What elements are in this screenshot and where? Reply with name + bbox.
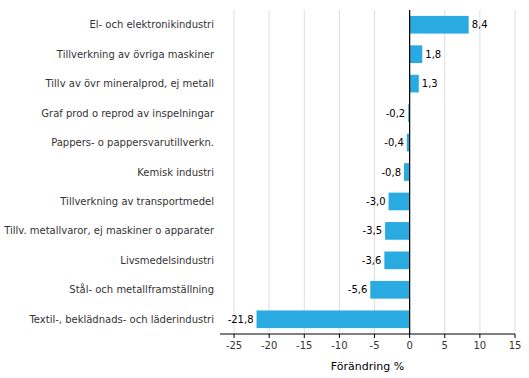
- tick-mark: [409, 334, 410, 338]
- tick-mark: [339, 334, 340, 338]
- category-label: Livsmedelsindustri: [120, 255, 214, 266]
- data-label: 1,3: [422, 78, 438, 89]
- tick-label: -10: [331, 340, 347, 351]
- grid-line: [269, 10, 270, 334]
- data-label: -5,6: [348, 284, 368, 295]
- category-label: Textil-, beklädnads- och läderindustri: [28, 314, 214, 325]
- bar: [370, 281, 409, 299]
- bar: [410, 75, 419, 93]
- tick-label: -20: [261, 340, 277, 351]
- tick-mark: [515, 334, 516, 338]
- bars: [257, 16, 469, 328]
- category-label: Stål- och metallframställning: [69, 283, 214, 295]
- grid-line: [409, 10, 410, 334]
- tick-label: 5: [442, 340, 448, 351]
- category-label: Tillverkning av övriga maskiner: [56, 49, 215, 60]
- bar: [410, 16, 469, 34]
- category-label: Kemisk industri: [137, 167, 214, 178]
- data-label: -0,4: [384, 137, 404, 148]
- grid-line: [444, 10, 445, 334]
- tick-label: 10: [474, 340, 487, 351]
- tick-label: -5: [370, 340, 380, 351]
- x-ticks: -25 -20 -15 -10 -5 0 5 10 15: [226, 334, 521, 351]
- bar: [410, 45, 423, 63]
- category-label: Tillv av övr mineralprod, ej metall: [45, 78, 214, 89]
- bar: [404, 163, 410, 181]
- grid-line: [339, 10, 340, 334]
- category-label: Pappers- o pappersvarutillverkn.: [51, 137, 214, 148]
- tick-label: 0: [406, 340, 412, 351]
- grid-line: [234, 10, 235, 334]
- tick-mark: [269, 334, 270, 338]
- bar: [257, 310, 410, 328]
- data-label: 8,4: [472, 19, 488, 30]
- tick-mark: [304, 334, 305, 338]
- tick-label: -15: [296, 340, 312, 351]
- category-labels: Textil-, beklädnads- och läderindustri St…: [3, 19, 215, 325]
- category-label: Graf prod o reprod av inspelningar: [41, 108, 215, 119]
- category-label: Tillv. metallvaror, ej maskiner o appara…: [3, 225, 215, 236]
- data-label: 1,8: [425, 49, 441, 60]
- tick-label: -25: [226, 340, 242, 351]
- bar: [385, 222, 410, 240]
- zero-line: [409, 10, 410, 334]
- grid-line: [479, 10, 480, 334]
- tick-label: 15: [509, 340, 522, 351]
- data-label: -3,0: [366, 196, 386, 207]
- category-label: El- och elektronikindustri: [89, 19, 214, 30]
- bar: [389, 193, 410, 211]
- tick-mark: [479, 334, 480, 338]
- tick-mark: [374, 334, 375, 338]
- data-labels: -21,8 -5,6 -3,6 -3,5 -3,0 -0,8 -0,4 -0,2 1,3 1,8 8…: [228, 19, 488, 325]
- tick-mark: [234, 334, 235, 338]
- category-label: Tillverkning av transportmedel: [59, 196, 214, 207]
- grid: [234, 10, 515, 334]
- bar: [384, 252, 409, 270]
- tick-mark: [444, 334, 445, 338]
- data-label: -21,8: [228, 314, 254, 325]
- x-axis-line: [220, 334, 515, 335]
- data-label: -0,2: [386, 108, 406, 119]
- data-label: -3,6: [362, 255, 382, 266]
- data-label: -3,5: [363, 225, 383, 236]
- chart: Textil-, beklädnads- och läderindustri St…: [0, 0, 529, 378]
- grid-line: [515, 10, 516, 334]
- grid-line: [304, 10, 305, 334]
- data-label: -0,8: [382, 167, 402, 178]
- x-axis-label: Förändring %: [331, 360, 404, 373]
